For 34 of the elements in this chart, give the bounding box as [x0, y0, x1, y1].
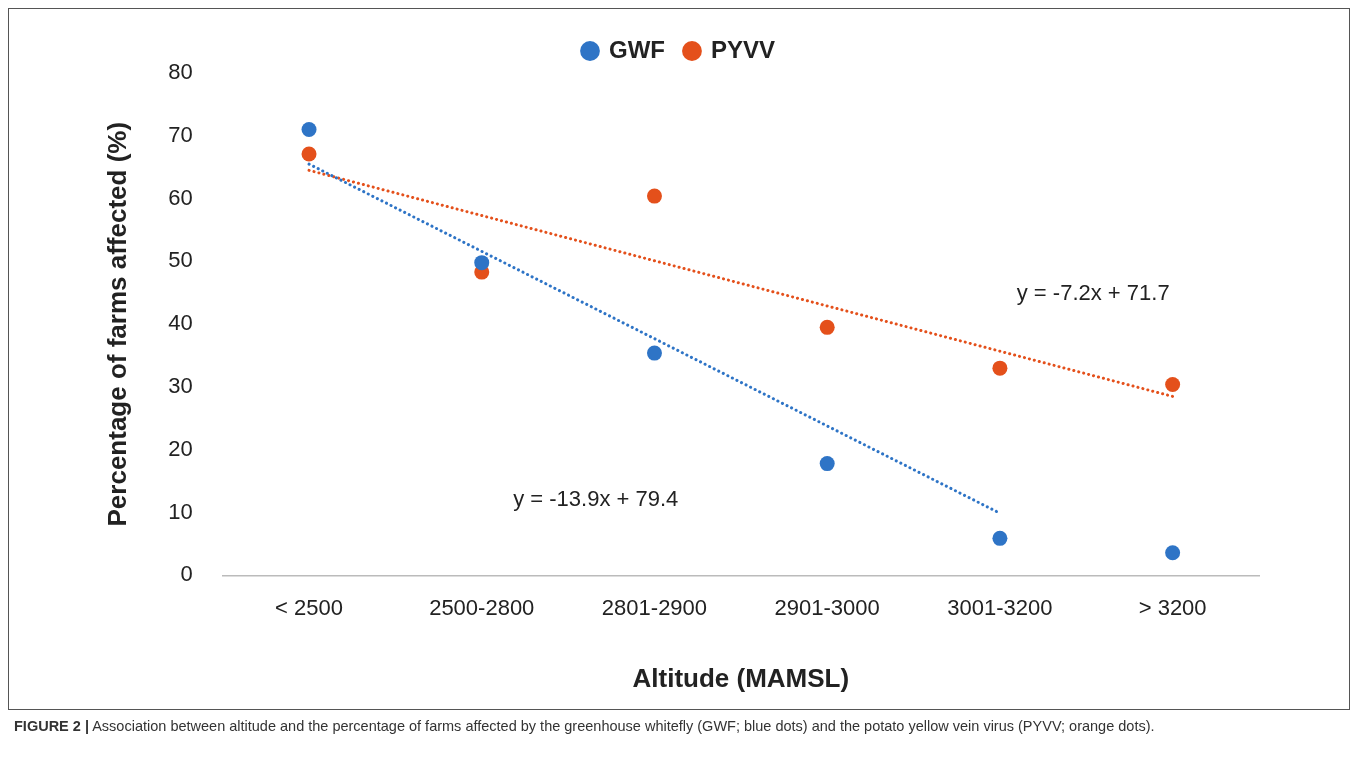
x-tick-label: 2500-2800	[429, 594, 535, 620]
y-tick-label: 20	[168, 435, 193, 461]
legend-label: PYVV	[710, 35, 776, 63]
point	[646, 345, 662, 361]
x-tick-label: 3001-3200	[947, 594, 1053, 620]
annotation: y = -7.2x + 71.7	[1016, 280, 1170, 306]
annotation: y = -13.9x + 79.4	[513, 486, 679, 512]
point	[992, 360, 1008, 376]
legend-label: GWF	[608, 35, 665, 63]
y-tick-label: 0	[180, 561, 193, 587]
point	[646, 188, 662, 204]
x-axis-title: Altitude (MAMSL)	[632, 662, 850, 693]
x-tick-label: < 2500	[275, 594, 343, 620]
point	[301, 122, 317, 138]
y-tick-label: 70	[168, 121, 193, 147]
x-tick-label: 2801-2900	[601, 594, 708, 620]
y-tick-label: 60	[168, 184, 193, 210]
line-series	[307, 168, 1175, 398]
point	[301, 146, 317, 162]
x-tick-label: > 3200	[1138, 594, 1207, 620]
point	[819, 319, 835, 335]
y-tick-label: 50	[168, 247, 193, 273]
y-tick-label: 10	[168, 498, 193, 524]
point	[1165, 545, 1181, 561]
x-tick-label: 2901-3000	[774, 594, 880, 620]
caption: FIGURE 2 | Association between altitude and the percentage of farms affected by the greenhouse whitefly (GWF; blue dots) and the potato yellow vein virus (PYVV; orange dots).	[14, 717, 1156, 736]
y-tick-label: 80	[168, 59, 193, 85]
y-tick-label: 30	[168, 373, 193, 399]
point	[1165, 376, 1181, 392]
point	[819, 456, 835, 472]
point	[474, 255, 490, 271]
point	[992, 530, 1008, 546]
y-tick-label: 40	[168, 310, 193, 336]
y-axis-title: Percentage of farms affected (%)	[101, 121, 132, 527]
